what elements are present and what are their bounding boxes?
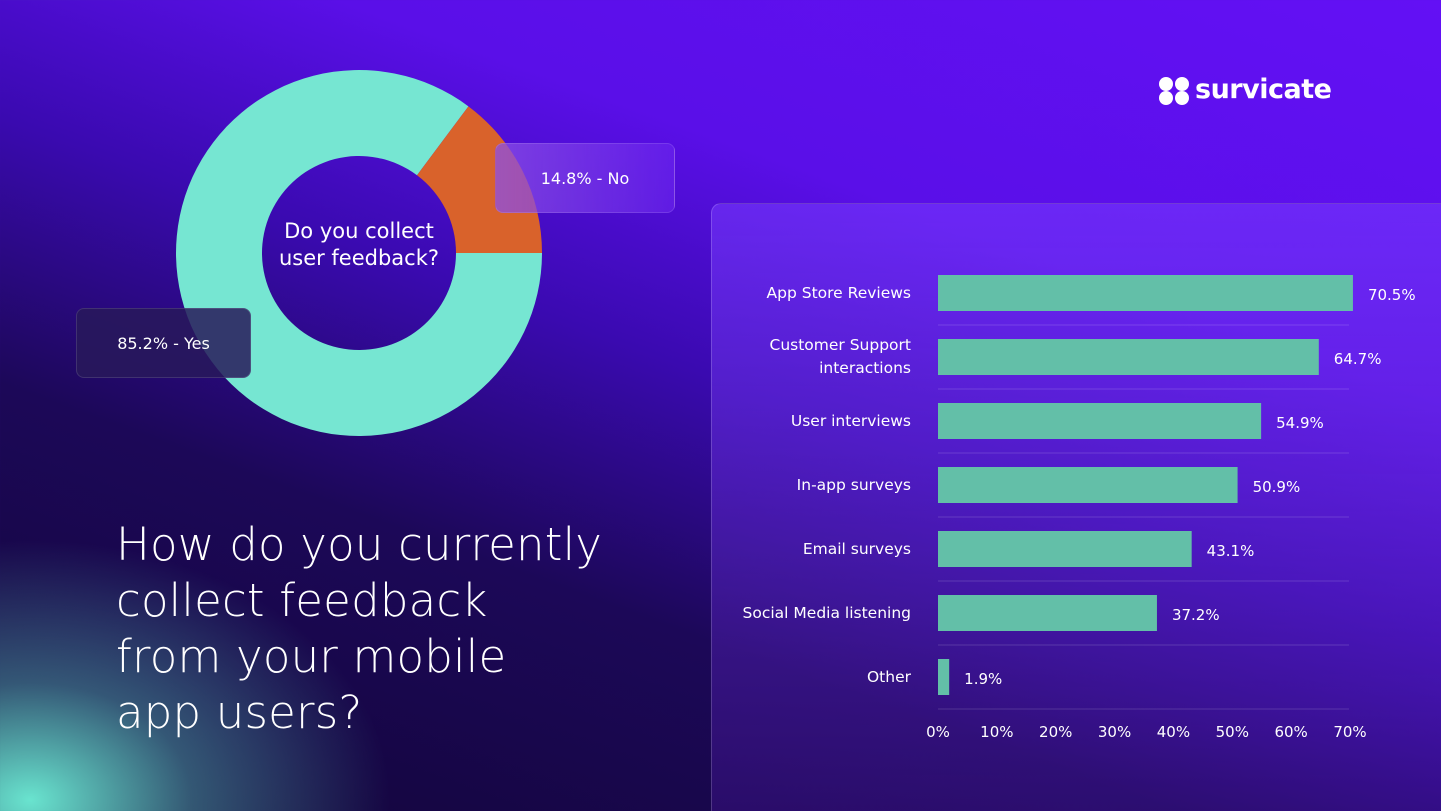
x-tick-label: 30%	[1097, 723, 1132, 741]
value-label: 64.7%	[1333, 350, 1382, 368]
bar	[938, 595, 1157, 631]
headline: How do you currently collect feedback fr…	[116, 518, 603, 739]
x-tick-label: 60%	[1274, 723, 1308, 741]
x-tick-label: 70%	[1333, 723, 1367, 741]
category-label: Customer Support interactions	[769, 336, 912, 377]
bar	[938, 275, 1353, 311]
donut-slice	[416, 106, 542, 254]
category-label: Email surveys	[802, 539, 911, 558]
x-tick-label: 0%	[926, 723, 950, 741]
bar	[938, 339, 1319, 375]
brand-logo: survicate	[1195, 74, 1332, 105]
donut-title: Do you collect user feedback?	[278, 219, 440, 270]
value-label: 50.9%	[1252, 478, 1301, 496]
x-tick-label: 50%	[1215, 723, 1249, 741]
bar	[938, 467, 1238, 503]
x-tick-label: 10%	[980, 723, 1014, 741]
category-label: App Store Reviews	[766, 283, 911, 302]
slice-label: 85.2% - Yes	[76, 308, 251, 378]
bar	[938, 659, 950, 695]
logo-icon	[1159, 77, 1189, 105]
x-tick-label: 40%	[1156, 723, 1191, 741]
value-label: 54.9%	[1276, 414, 1324, 432]
category-label: In-app surveys	[796, 475, 911, 494]
category-label: Social Media listening	[742, 603, 911, 622]
value-label: 43.1%	[1206, 542, 1255, 560]
value-label: 1.9%	[964, 670, 1003, 688]
x-tick-label: 20%	[1039, 723, 1073, 741]
donut-slice	[176, 70, 542, 436]
slice-label: 14.8% - No	[495, 143, 675, 213]
value-label: 70.5%	[1367, 286, 1416, 304]
value-label: 37.2%	[1171, 606, 1220, 624]
category-label: Other	[866, 667, 911, 686]
bar	[938, 531, 1192, 567]
bar	[938, 403, 1262, 439]
category-label: User interviews	[790, 411, 911, 430]
